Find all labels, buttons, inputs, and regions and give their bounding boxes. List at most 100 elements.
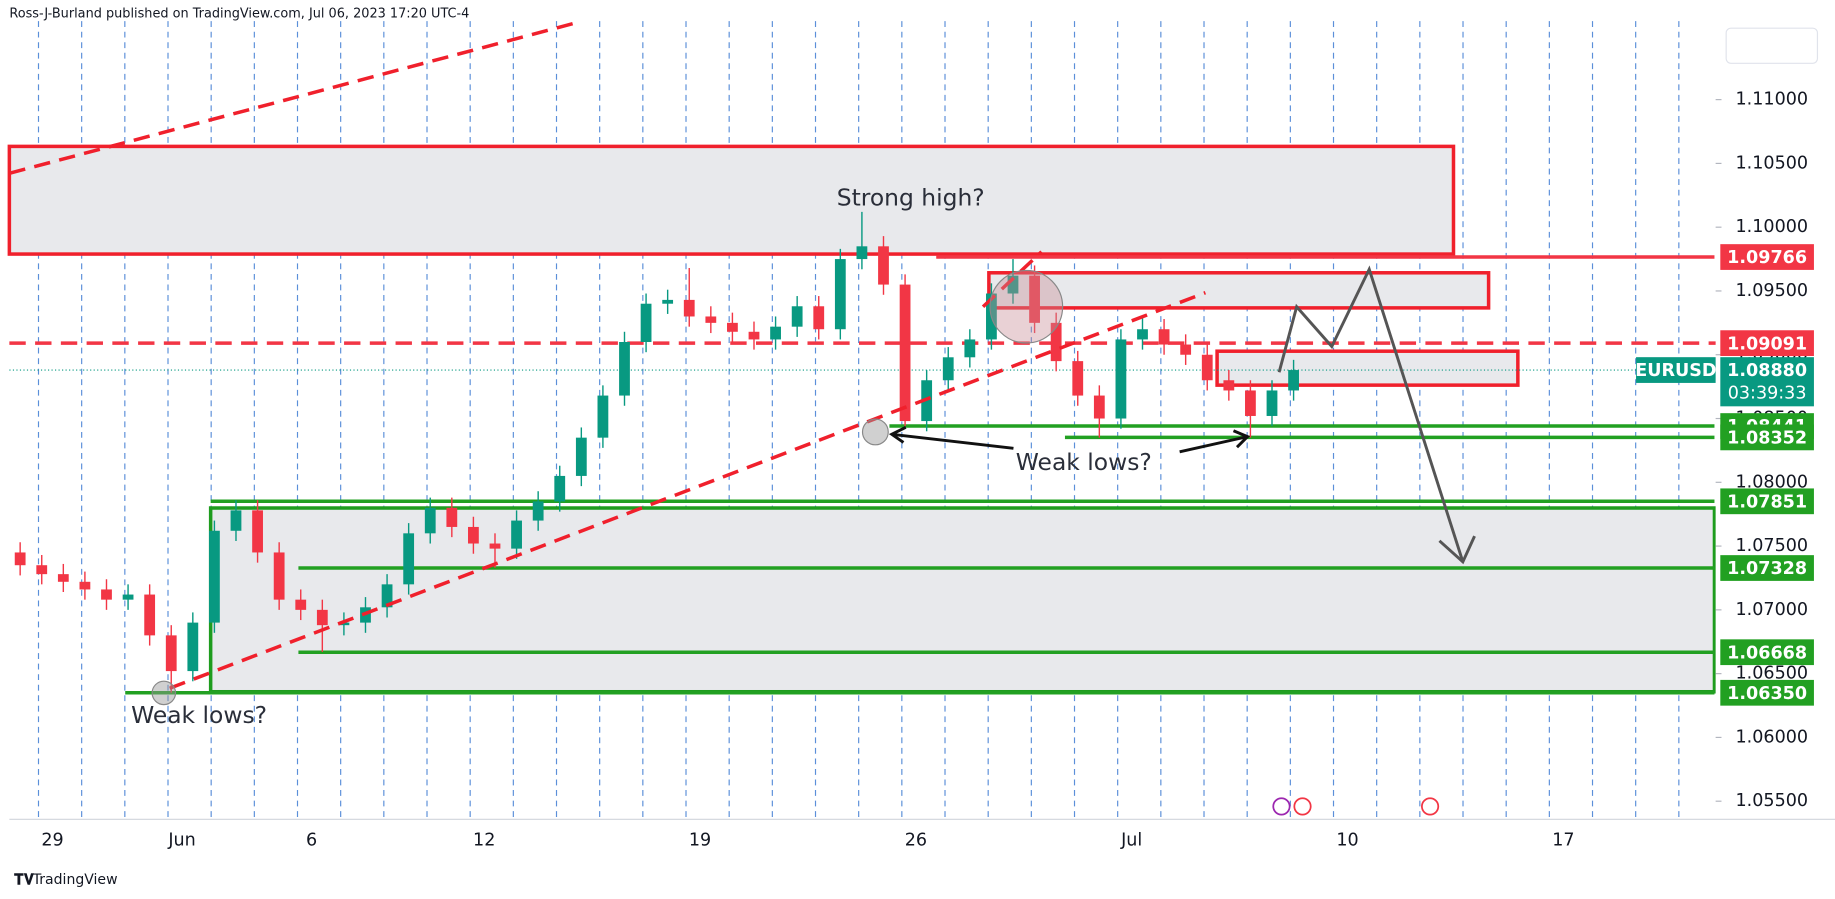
candle-body (230, 510, 242, 531)
candle-body (209, 530, 220, 623)
level-label-box (1720, 424, 1814, 451)
x-tick-label: Jul (1120, 830, 1142, 850)
annotation: Weak lows? (131, 701, 267, 729)
projection-path (1277, 265, 1476, 565)
candle-body (489, 543, 501, 549)
candle-body (1007, 275, 1019, 294)
marker (861, 418, 889, 446)
candle-body (165, 635, 177, 672)
candle-body (79, 581, 91, 590)
candle-body (532, 501, 544, 521)
candle-body (122, 594, 134, 600)
candle-body (1288, 370, 1299, 391)
logo: 𝐓𝐕 (14, 871, 35, 889)
candle-body (1072, 361, 1084, 396)
scale-button[interactable] (1725, 27, 1819, 64)
y-tick-label: 1.07000 (1736, 600, 1809, 620)
candle-body (683, 299, 695, 317)
footer: TradingView (32, 872, 118, 888)
level-label: 1.07851 (1727, 492, 1807, 512)
candle-body (446, 507, 458, 527)
level-label: 1.09766 (1727, 248, 1807, 268)
x-tick-label: 19 (689, 830, 711, 850)
candle-body (791, 306, 803, 327)
supply-zone (7, 144, 1456, 256)
y-tick-label: 1.10500 (1736, 153, 1809, 173)
x-tick-label: 29 (41, 830, 63, 850)
level-labels: 1.097661.090911.084411.083521.078511.073… (1635, 244, 1814, 706)
candle-body (295, 599, 307, 610)
candle-body (640, 303, 652, 342)
level-label: 1.07328 (1727, 559, 1807, 579)
level-label-box (1720, 488, 1814, 515)
event-icon[interactable] (1272, 797, 1291, 816)
candle-body (403, 533, 415, 585)
supply-zone (1215, 349, 1520, 387)
x-tick-label: 6 (306, 830, 317, 850)
candle-body (597, 395, 609, 438)
candle-body (144, 594, 156, 636)
candle-body (381, 584, 393, 608)
candle-body (662, 299, 674, 304)
level-label-box (1720, 639, 1814, 666)
candle-body (813, 306, 825, 330)
level-label-box (1720, 555, 1814, 581)
candle-body (338, 622, 350, 626)
candle-body (705, 316, 717, 323)
supply-zone (987, 271, 1491, 310)
symbol-label: EURUSD (1635, 361, 1716, 381)
trend-line (169, 291, 1207, 690)
demand-zone (208, 506, 1717, 694)
y-tick-label: 1.06500 (1736, 664, 1809, 684)
trend-line (981, 250, 1043, 309)
marker (151, 680, 177, 706)
level-label: 1.06668 (1727, 643, 1807, 663)
x-tick-label: 26 (905, 830, 927, 850)
candle-body (468, 526, 479, 544)
candle-body (316, 609, 328, 626)
annotation: Strong high? (837, 184, 985, 212)
candle-body (942, 357, 954, 381)
x-tick-label: 12 (473, 830, 495, 850)
level-label: 1.09091 (1727, 334, 1807, 354)
candles (14, 211, 1299, 693)
level-label: 1.06350 (1727, 684, 1807, 704)
candle-body (36, 565, 48, 575)
countdown: 03:39:33 (1728, 383, 1807, 403)
candle-body (748, 331, 760, 340)
x-tick-label: 10 (1336, 830, 1358, 850)
symbol-box (1636, 357, 1716, 383)
header: Ross-J-Burland published on TradingView.… (9, 7, 469, 22)
candle-body (856, 246, 868, 260)
event-icon[interactable] (1293, 797, 1312, 816)
level-label-box (1720, 244, 1814, 270)
level-label: 1.08352 (1727, 429, 1807, 449)
candle-body (1137, 329, 1148, 340)
candle-body (619, 341, 630, 396)
candle-body (424, 507, 436, 534)
trend-line (8, 21, 574, 176)
y-tick-label: 1.07500 (1736, 536, 1809, 556)
levels (9, 255, 1835, 695)
candle-body (1093, 395, 1105, 419)
candle-body (1180, 344, 1192, 355)
x-tick-label: Jun (167, 830, 195, 850)
candle-body (1201, 354, 1213, 381)
candle-body (1115, 339, 1127, 419)
candle-body (511, 520, 522, 549)
candle-body (14, 552, 26, 566)
candle-body (57, 574, 69, 582)
marker (989, 269, 1064, 344)
y-tick-label: 1.06000 (1736, 727, 1809, 747)
candle-body (273, 552, 285, 600)
candle-body (1050, 322, 1062, 362)
level-label-box (1720, 679, 1814, 706)
candle-body (554, 475, 566, 502)
event-icon[interactable] (1421, 797, 1440, 816)
last-price-label: 1.08880 (1727, 361, 1807, 381)
y-tick-label: 1.10000 (1736, 217, 1809, 237)
x-axis: 29 Jun 6 12 19 26 Jul 10 17 (41, 830, 1574, 850)
